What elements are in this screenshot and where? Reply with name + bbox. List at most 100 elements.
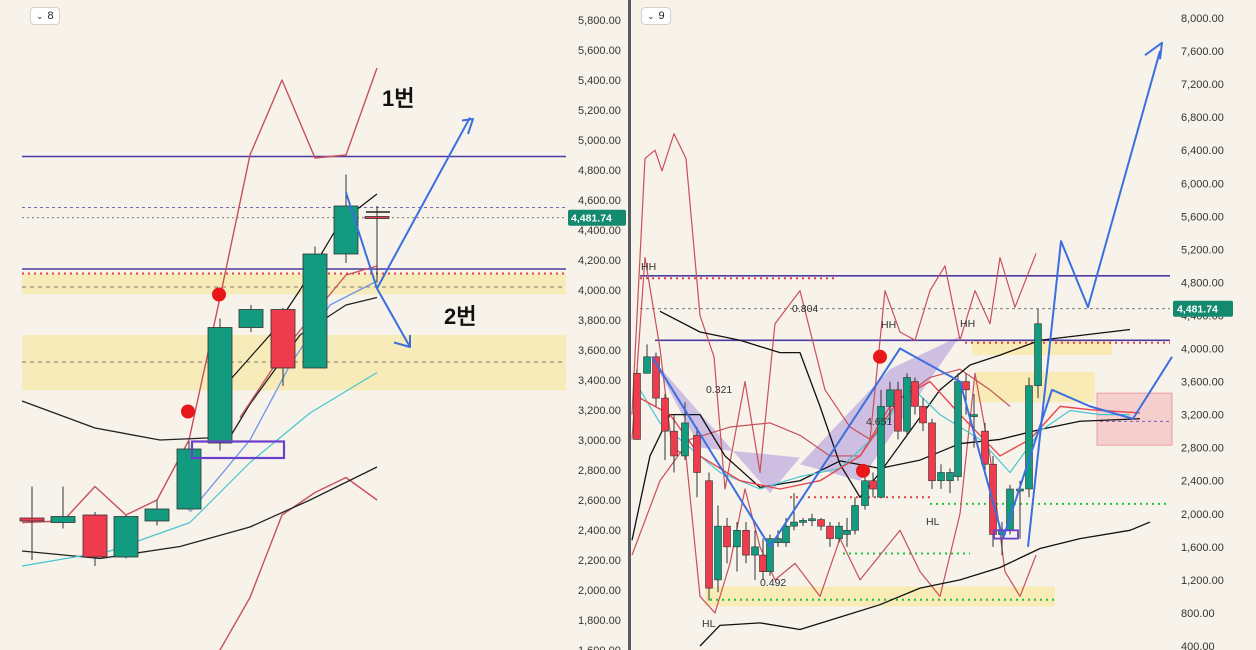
demand-zone	[22, 273, 566, 295]
y-tick-label: 3,400.00	[578, 375, 621, 387]
y-tick-label: 3,800.00	[578, 315, 621, 327]
candle-body	[835, 525, 843, 539]
y-tick-label: 4,000.00	[578, 285, 621, 297]
last-price-tag-label: 4,481.74	[1177, 304, 1218, 316]
projection-2-path	[376, 288, 411, 348]
left-chart-panel[interactable]: 1번 2번 5,800.00 5,600.00 5,400.00 5,200.00 5,00…	[0, 0, 628, 650]
candle-body	[766, 538, 774, 572]
y-tick-label: 3,600.00	[1181, 377, 1224, 389]
candle-body	[270, 309, 296, 369]
y-tick-label: 2,600.00	[578, 495, 621, 507]
pattern-label: HL	[926, 516, 940, 528]
projection-path	[1027, 50, 1161, 547]
candle-body	[1034, 323, 1042, 387]
candle-body	[670, 430, 678, 457]
y-tick-label: 5,800.00	[578, 15, 621, 27]
left-pane-button-label: 8	[47, 10, 54, 22]
signal-dot	[212, 287, 226, 302]
candle-body	[661, 397, 669, 432]
candle-body	[714, 525, 722, 581]
projection-arrow-head	[1144, 41, 1163, 60]
pattern-label: HH	[641, 261, 656, 273]
candle-body	[723, 525, 731, 548]
y-tick-label: 2,800.00	[1181, 443, 1224, 455]
y-tick-label: 8,000.00	[1181, 13, 1224, 25]
y-tick-label: 3,600.00	[578, 345, 621, 357]
candle-body	[207, 327, 233, 444]
y-tick-label: 5,200.00	[578, 105, 621, 117]
annotation-label: 2번	[444, 304, 476, 329]
candle-body	[681, 422, 689, 457]
pattern-label: 4.651	[866, 416, 892, 428]
y-tick-label: 5,400.00	[578, 75, 621, 87]
candle-body	[843, 530, 851, 535]
right-chart-svg[interactable]: HH HH HH HL HL 0.321 0.804 4.651 0.492 8,000.00 7,…	[631, 0, 1256, 650]
candle-body	[946, 472, 954, 482]
demand-zone	[705, 586, 1055, 607]
candle-body	[364, 216, 390, 219]
y-tick-label: 5,200.00	[1181, 244, 1224, 256]
y-tick-label: 2,400.00	[578, 525, 621, 537]
candle-body	[851, 505, 859, 531]
y-tick-label: 4,000.00	[1181, 344, 1224, 356]
candle-body	[782, 525, 790, 544]
right-chart-panel[interactable]: HH HH HH HL HL 0.321 0.804 4.651 0.492 8,000.00 7,…	[631, 0, 1256, 650]
order-block-box	[993, 529, 1019, 540]
candle-body	[693, 434, 701, 473]
candle-body	[894, 389, 902, 432]
candle-body	[643, 356, 651, 374]
left-chart-svg[interactable]: 1번 2번 5,800.00 5,600.00 5,400.00 5,200.00 5,00…	[0, 0, 628, 650]
last-price-tag	[568, 209, 626, 226]
y-tick-label: 6,000.00	[1181, 178, 1224, 190]
candle-body	[633, 373, 641, 440]
y-tick-label: 7,200.00	[1181, 79, 1224, 91]
upper-envelope	[659, 310, 1131, 498]
candle-body	[886, 389, 894, 407]
y-tick-label: 800.00	[1181, 608, 1215, 620]
arrow-head-2	[393, 335, 411, 348]
y-tick-label: 3,200.00	[578, 405, 621, 417]
annotation-label: 1번	[382, 86, 414, 111]
chevron-down-icon: ⌄	[647, 10, 655, 21]
right-pane-button[interactable]: ⌄ 9	[641, 7, 671, 25]
candle-body	[877, 406, 885, 498]
y-tick-label: 2,800.00	[578, 465, 621, 477]
candle-body	[652, 356, 660, 399]
last-price-tag	[1173, 300, 1233, 317]
candle-body	[705, 480, 713, 589]
y-tick-label: 3,000.00	[578, 435, 621, 447]
candle-body	[1025, 385, 1033, 490]
chevron-down-icon: ⌄	[36, 10, 44, 21]
signal-dot	[873, 349, 887, 364]
y-tick-label: 2,000.00	[1181, 509, 1224, 521]
candle-body	[928, 422, 936, 482]
upper-band	[21, 67, 378, 524]
candle-body	[970, 414, 978, 417]
candle-body	[751, 546, 759, 556]
y-tick-label: 5,600.00	[578, 45, 621, 57]
y-tick-label: 6,400.00	[1181, 145, 1224, 157]
pattern-label: HL	[702, 618, 716, 630]
y-tick-label: 5,000.00	[578, 135, 621, 147]
candle-body	[144, 508, 170, 522]
order-block-box	[190, 440, 286, 460]
upper-band-volatile	[631, 133, 1037, 490]
candle-body	[861, 480, 869, 506]
candle-body	[954, 381, 962, 477]
candle-body	[799, 520, 807, 523]
y-tick-label: 1,600.00	[1181, 542, 1224, 554]
candle-body	[742, 530, 750, 556]
y-tick-label: 3,200.00	[1181, 410, 1224, 422]
y-tick-label: 7,600.00	[1181, 46, 1224, 58]
candle-body	[733, 530, 741, 548]
left-pane-button[interactable]: ⌄ 8	[30, 7, 60, 25]
lower-band	[218, 476, 378, 650]
pattern-label: HH	[960, 318, 975, 330]
panel-divider[interactable]	[628, 0, 631, 650]
candle-body	[869, 480, 877, 490]
middle-line	[21, 296, 378, 441]
arrow-head-1	[461, 118, 474, 135]
candle-body	[903, 377, 911, 432]
candle-body	[911, 381, 919, 407]
y-tick-label: 5,600.00	[1181, 211, 1224, 223]
